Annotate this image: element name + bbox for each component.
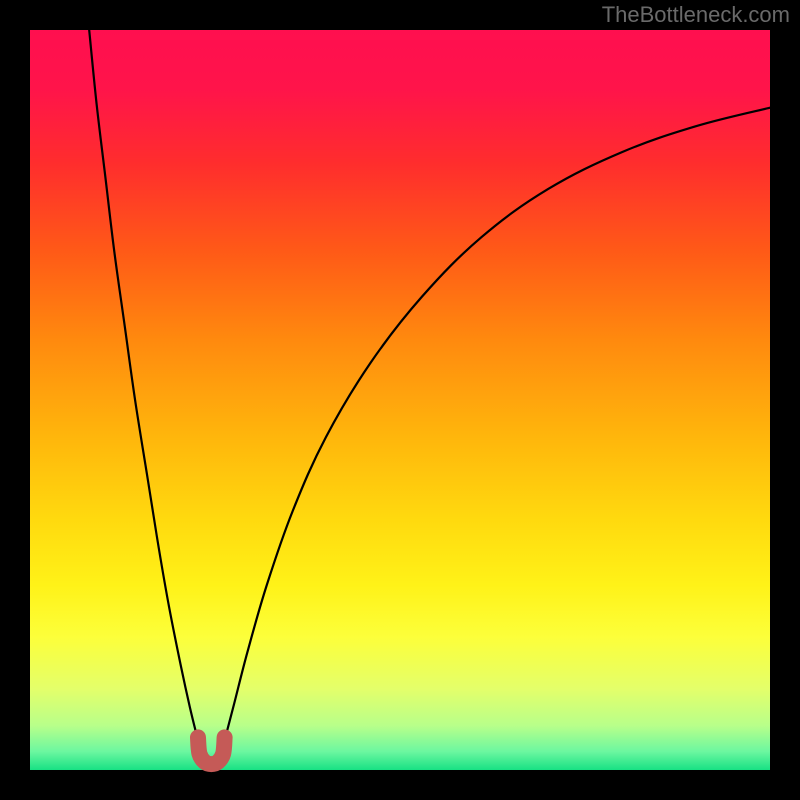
plot-background [30,30,770,770]
chart-container: TheBottleneck.com [0,0,800,800]
bottleneck-chart [0,0,800,800]
watermark-text: TheBottleneck.com [602,2,790,28]
